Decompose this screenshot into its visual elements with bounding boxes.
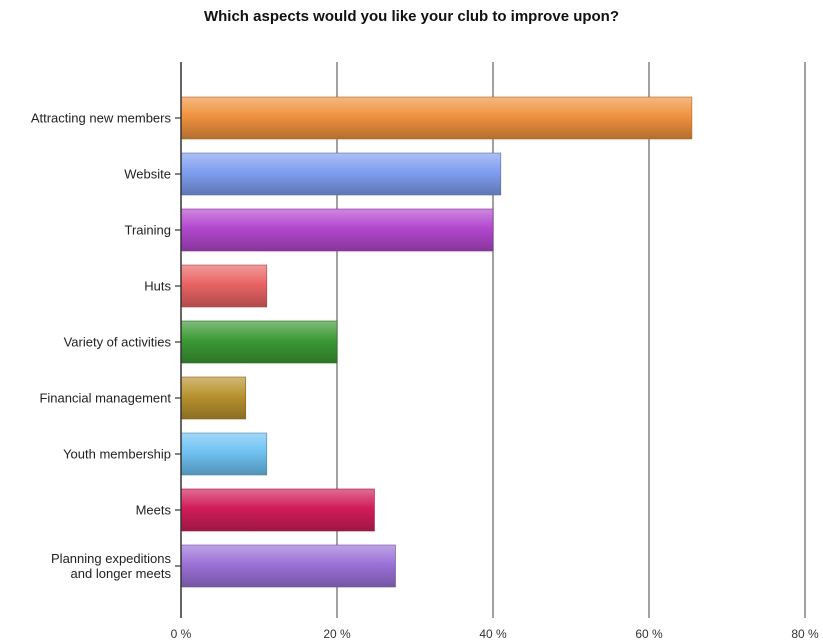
bar: [180, 320, 338, 364]
bar: [180, 544, 396, 588]
bar: [180, 488, 375, 532]
category-label: Huts: [144, 279, 171, 294]
category-label: Website: [124, 167, 171, 182]
bar: [180, 432, 268, 476]
grid-lines: [336, 62, 806, 618]
x-tick-label: 20 %: [323, 627, 351, 641]
category-labels: Attracting new members Website Training Hut…: [31, 111, 172, 582]
category-label: Attracting new members: [31, 111, 172, 126]
bar: [180, 152, 502, 196]
x-tick-label: 60 %: [635, 627, 663, 641]
category-label: Planning expeditions and longer meets: [51, 551, 171, 581]
chart-title: Which aspects would you like your club t…: [203, 8, 620, 25]
x-tick-label: 80 %: [791, 627, 819, 641]
y-axis: [175, 62, 182, 618]
x-tick-label: 0 %: [171, 627, 192, 641]
category-label: Meets: [136, 503, 172, 518]
category-label: Youth membership: [63, 447, 171, 462]
bar: [180, 208, 494, 252]
bar: [180, 376, 247, 420]
bars: [180, 96, 693, 588]
x-tick-labels: 0 % 20 % 40 % 60 % 80 %: [171, 627, 819, 641]
category-label: Financial management: [39, 391, 171, 406]
bar: [180, 96, 693, 140]
bar: [180, 264, 268, 308]
category-label: Training: [125, 223, 171, 238]
category-label: Variety of activities: [64, 335, 172, 350]
x-tick-label: 40 %: [479, 627, 507, 641]
